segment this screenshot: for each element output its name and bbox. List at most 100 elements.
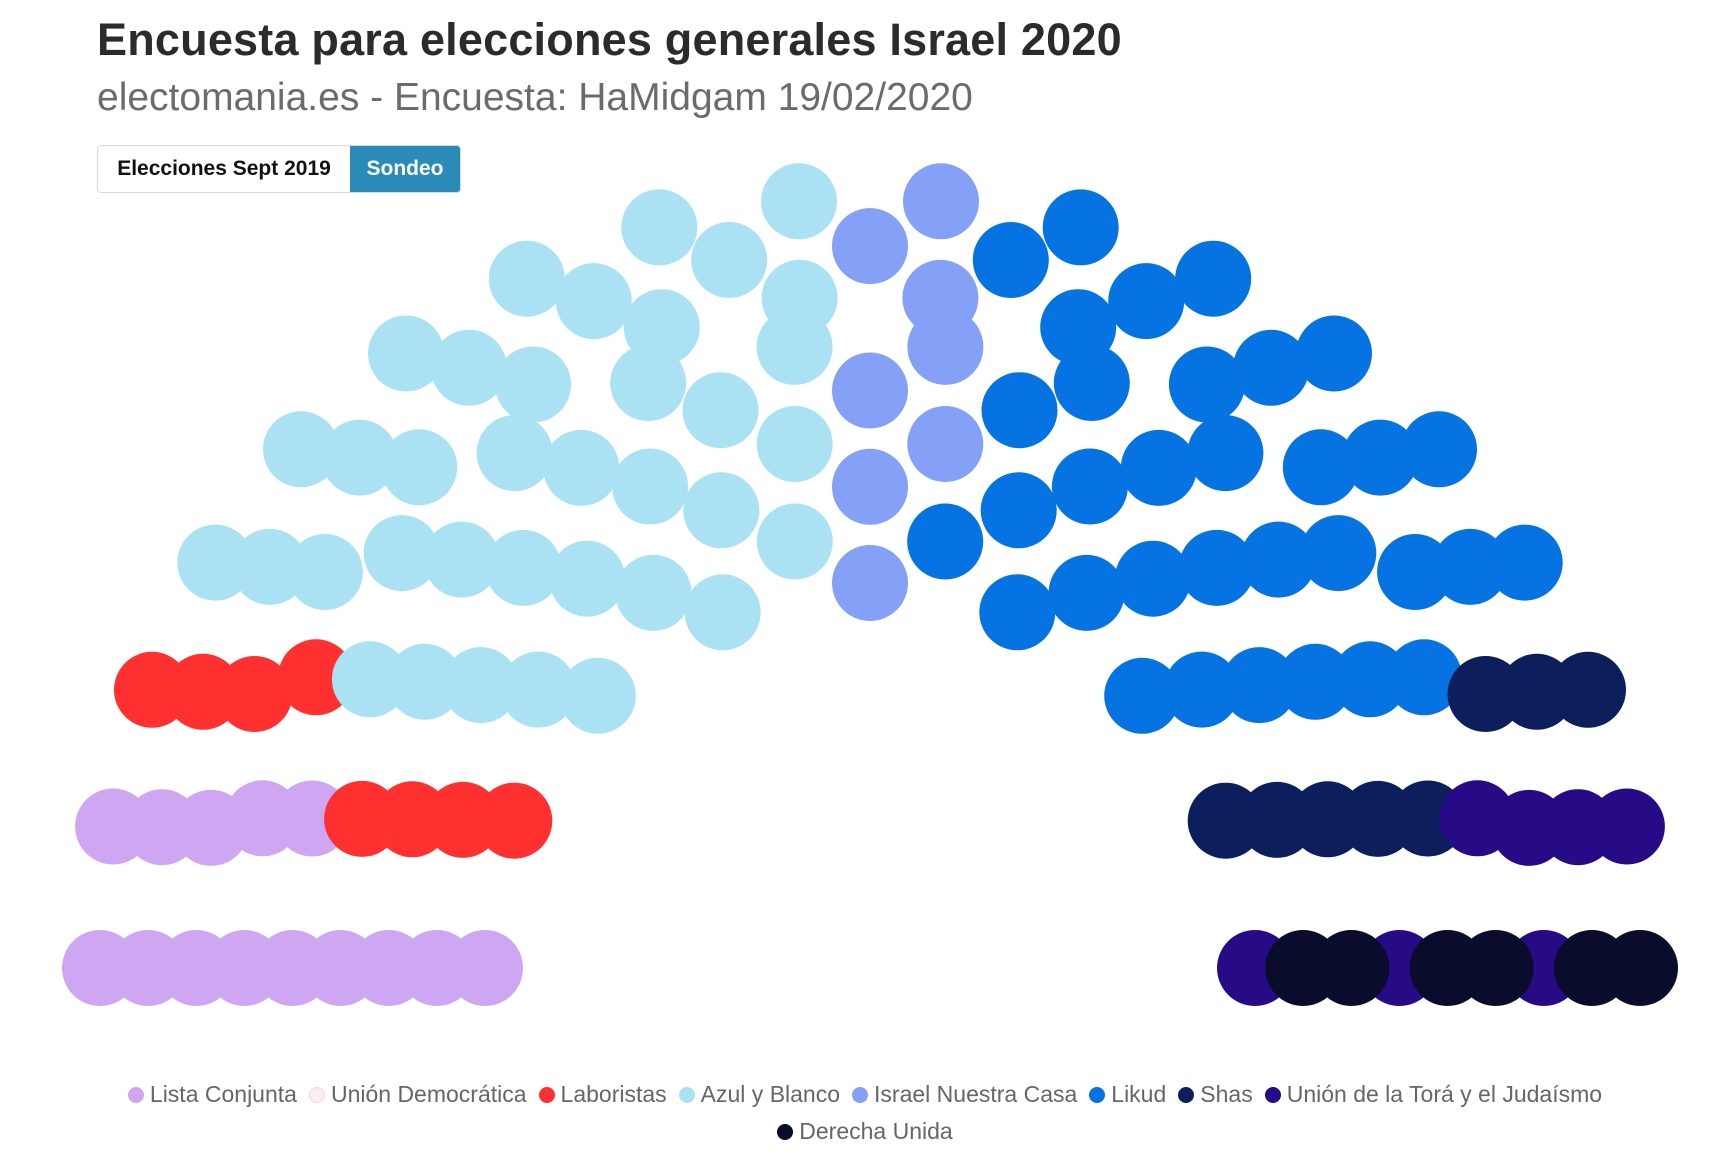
seat-likud[interactable] (1048, 554, 1125, 631)
legend-item[interactable]: Israel Nuestra Casa (852, 1081, 1077, 1108)
legend-label: Azul y Blanco (700, 1081, 841, 1107)
seat-likud[interactable] (1163, 651, 1240, 728)
seat-likud[interactable] (1104, 657, 1181, 734)
seat-azul-y-blanco[interactable] (684, 574, 761, 651)
toggle-sondeo[interactable]: Sondeo (350, 146, 460, 192)
seat-likud[interactable] (1108, 263, 1185, 340)
seat-azul-y-blanco[interactable] (321, 419, 398, 496)
seat-azul-y-blanco[interactable] (430, 329, 507, 406)
seat-azul-y-blanco[interactable] (495, 346, 572, 423)
seat-israel-nuestra-casa[interactable] (907, 406, 984, 482)
seat-likud[interactable] (1053, 345, 1130, 421)
seat-likud[interactable] (979, 574, 1056, 651)
seat-israel-nuestra-casa[interactable] (832, 448, 908, 525)
seat-azul-y-blanco[interactable] (442, 647, 519, 724)
seat-likud[interactable] (1432, 528, 1509, 605)
seat-israel-nuestra-casa[interactable] (832, 208, 908, 285)
legend-item[interactable]: Shas (1178, 1081, 1253, 1108)
seat-azul-y-blanco[interactable] (683, 472, 760, 549)
seat-azul-y-blanco[interactable] (488, 240, 565, 317)
seat-azul-y-blanco[interactable] (623, 289, 700, 366)
seat-derecha-unida[interactable] (1313, 930, 1390, 1006)
chart-subtitle: electomania.es - Encuesta: HaMidgam 19/0… (97, 76, 973, 119)
seat-shas[interactable] (1550, 651, 1626, 728)
legend: Lista Conjunta Unión Democrática Laborista… (115, 1081, 1615, 1145)
seat-laboristas[interactable] (278, 639, 354, 716)
seat-likud[interactable] (980, 472, 1057, 549)
seat-likud[interactable] (1042, 189, 1119, 266)
seat-likud[interactable] (1377, 534, 1454, 610)
legend-dot-icon (777, 1123, 794, 1140)
seat-azul-y-blanco[interactable] (761, 259, 838, 336)
seat-azul-y-blanco[interactable] (756, 406, 833, 482)
seat-likud[interactable] (1240, 521, 1317, 598)
seat-likud[interactable] (1401, 411, 1477, 488)
seat-likud[interactable] (981, 372, 1058, 449)
seat-likud[interactable] (1296, 315, 1372, 392)
seat-azul-y-blanco[interactable] (476, 415, 553, 492)
legend-item[interactable]: Unión de la Torá y el Judaísmo (1264, 1081, 1602, 1108)
seat-azul-y-blanco[interactable] (543, 429, 620, 506)
seat-azul-y-blanco[interactable] (555, 263, 632, 340)
seat-likud[interactable] (1168, 346, 1245, 423)
seat-likud[interactable] (1332, 641, 1409, 718)
seat-derecha-unida[interactable] (1457, 930, 1534, 1006)
legend-item[interactable]: Unión Democrática (308, 1081, 527, 1108)
seat-israel-nuestra-casa[interactable] (907, 308, 984, 385)
seat-azul-y-blanco[interactable] (500, 651, 577, 728)
seat-azul-y-blanco[interactable] (559, 657, 636, 734)
seat-likud[interactable] (1221, 647, 1298, 724)
seat-likud[interactable] (1282, 429, 1359, 506)
seat-azul-y-blanco[interactable] (368, 315, 444, 392)
seat-azul-y-blanco[interactable] (549, 540, 626, 617)
legend-item[interactable]: Laboristas (538, 1081, 667, 1108)
seat-azul-y-blanco[interactable] (682, 372, 759, 449)
legend-item[interactable]: Azul y Blanco (678, 1081, 841, 1108)
seat-likud[interactable] (1187, 415, 1264, 492)
seat-likud[interactable] (1051, 448, 1128, 525)
seat-israel-nuestra-casa[interactable] (832, 545, 908, 621)
legend-dot-icon (678, 1086, 695, 1103)
seat-likud[interactable] (1277, 643, 1354, 720)
seat-likud[interactable] (1175, 240, 1252, 317)
seat-likud[interactable] (1120, 429, 1197, 506)
seat-azul-y-blanco[interactable] (691, 222, 768, 298)
seat-azul-y-blanco[interactable] (612, 448, 689, 525)
seat-azul-y-blanco[interactable] (231, 528, 308, 605)
seat-likud[interactable] (1386, 639, 1462, 716)
seat-azul-y-blanco[interactable] (621, 189, 698, 266)
seat-likud[interactable] (1486, 524, 1563, 601)
seat-azul-y-blanco[interactable] (756, 503, 833, 580)
seat-azul-y-blanco[interactable] (263, 411, 339, 488)
seat-laboristas[interactable] (216, 656, 293, 732)
seat-azul-y-blanco[interactable] (331, 641, 408, 718)
seat-azul-y-blanco[interactable] (386, 643, 463, 720)
seat-israel-nuestra-casa[interactable] (832, 352, 908, 429)
seat-azul-y-blanco[interactable] (381, 429, 458, 506)
seat-azul-y-blanco[interactable] (177, 524, 254, 601)
toggle-elecciones-sept-2019[interactable]: Elecciones Sept 2019 (98, 146, 350, 192)
seat-israel-nuestra-casa[interactable] (903, 163, 979, 240)
seat-azul-y-blanco[interactable] (761, 163, 837, 240)
legend-item[interactable]: Likud (1089, 1081, 1166, 1108)
seat-azul-y-blanco[interactable] (423, 521, 500, 598)
seat-azul-y-blanco[interactable] (286, 534, 363, 610)
seat-likud[interactable] (1342, 419, 1419, 496)
legend-item[interactable]: Lista Conjunta (127, 1081, 297, 1108)
seat-likud[interactable] (1233, 329, 1310, 406)
seat-azul-y-blanco[interactable] (615, 554, 692, 631)
legend-label: Shas (1200, 1081, 1253, 1107)
seat-lista-conjunta[interactable] (62, 930, 138, 1006)
seat-azul-y-blanco[interactable] (485, 529, 562, 606)
legend-item[interactable]: Derecha Unida (777, 1118, 953, 1145)
seat-laboristas[interactable] (476, 782, 553, 859)
seat-likud[interactable] (907, 503, 984, 580)
seat-likud[interactable] (1114, 540, 1191, 617)
seat-likud[interactable] (972, 222, 1049, 298)
seat-likud[interactable] (1178, 529, 1255, 606)
seat-likud[interactable] (1300, 515, 1377, 592)
parliament-chart (62, 163, 1678, 1006)
seat-derecha-unida[interactable] (1602, 930, 1678, 1006)
seat-azul-y-blanco[interactable] (363, 515, 440, 592)
seat-uni-n-de-la-tor-y-el-juda-smo[interactable] (1588, 788, 1665, 865)
